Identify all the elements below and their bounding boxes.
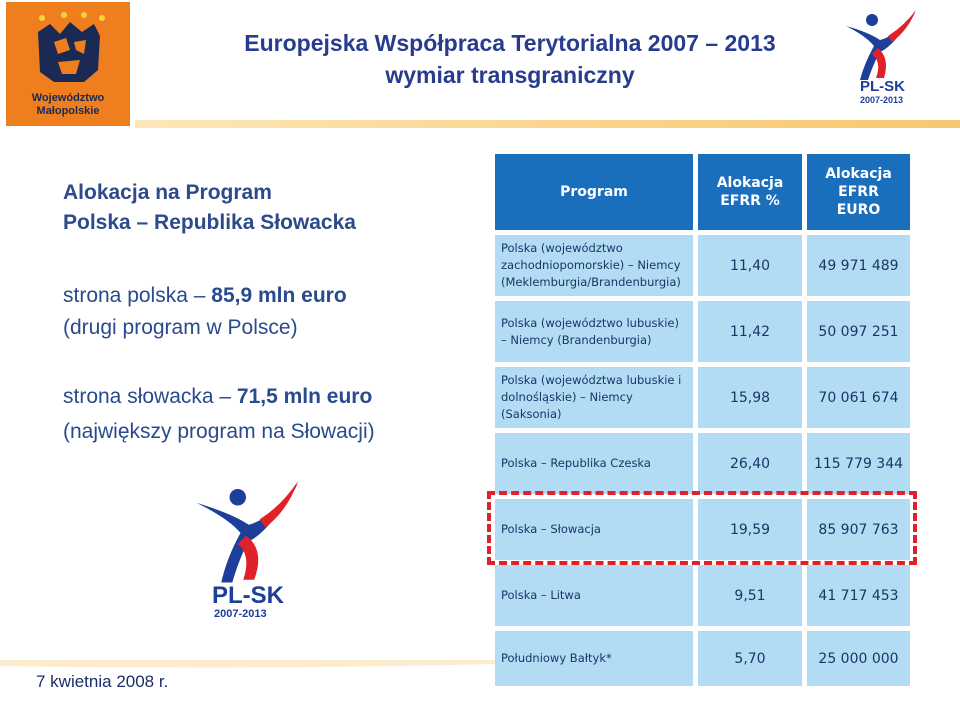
malopolska-logo-text: Województwo Małopolskie: [6, 92, 130, 118]
plsk-large-figure-icon: [196, 480, 299, 583]
plsk-small-text: PL-SK: [860, 78, 905, 95]
polish-side-prefix: strona polska –: [63, 284, 212, 307]
malopolska-emblem-icon: [38, 12, 105, 82]
table-header-euro: Alokacja EFRR EURO: [807, 154, 910, 230]
slide-date: 7 kwietnia 2008 r.: [36, 672, 169, 691]
program-title-line1: Alokacja na Program: [63, 181, 272, 204]
table-header-program: Program: [495, 154, 693, 230]
table-row-euro: 70 061 674: [807, 367, 910, 428]
slovak-side-prefix: strona słowacka –: [63, 385, 237, 408]
table-row-percent: 19,59: [698, 499, 802, 560]
plsk-logo-small: PL-SK 2007-2013: [838, 6, 918, 110]
footer-wave: [0, 660, 495, 716]
polish-side-line: strona polska – 85,9 mln euro: [63, 281, 347, 311]
header-divider: [135, 120, 960, 128]
table-row-program: Polska – Litwa: [495, 565, 693, 626]
table-row-program: Polska (województwo lubuskie) – Niemcy (…: [495, 301, 693, 362]
slovak-side-line: strona słowacka – 71,5 mln euro: [63, 382, 372, 412]
allocation-table: Program Alokacja EFRR % Alokacja EFRR EU…: [495, 154, 910, 686]
slovak-side-value: 71,5 mln euro: [236, 385, 373, 408]
page-title: Europejska Współpraca Terytorialna 2007 …: [244, 30, 776, 56]
table-row-euro: 49 971 489: [807, 235, 910, 296]
slovakia-row-highlight: [487, 491, 917, 565]
table-row-program: Polska – Słowacja: [495, 499, 693, 560]
plsk-large-text: PL-SK: [212, 582, 284, 609]
malopolska-logo: Województwo Małopolskie: [6, 2, 130, 126]
table-row-program: Polska – Republika Czeska: [495, 433, 693, 494]
table-row-program: Polska (województwo zachodniopomorskie) …: [495, 235, 693, 296]
table-row-program: Polska (województwa lubuskie i dolnośląs…: [495, 367, 693, 428]
table-row-percent: 11,42: [698, 301, 802, 362]
table-row-euro: 50 097 251: [807, 301, 910, 362]
table-row-euro: 85 907 763: [807, 499, 910, 560]
table-row-program: Południowy Bałtyk*: [495, 631, 693, 686]
slovak-side-note: (największy program na Słowacji): [63, 420, 375, 443]
program-title: Alokacja na Program Polska – Republika S…: [63, 178, 356, 238]
plsk-large-years: 2007-2013: [214, 608, 267, 620]
polish-side-note: (drugi program w Polsce): [63, 316, 298, 339]
table-header-percent: Alokacja EFRR %: [698, 154, 802, 230]
table-row-euro: 25 000 000: [807, 631, 910, 686]
plsk-small-years: 2007-2013: [860, 95, 904, 105]
table-row-percent: 26,40: [698, 433, 802, 494]
program-title-line2: Polska – Republika Słowacka: [63, 211, 356, 234]
table-row-euro: 115 779 344: [807, 433, 910, 494]
table-row-euro: 41 717 453: [807, 565, 910, 626]
logo-line2: Małopolskie: [36, 105, 100, 117]
polish-side-value: 85,9 mln euro: [211, 284, 347, 307]
table-row-percent: 11,40: [698, 235, 802, 296]
logo-line1: Województwo: [31, 92, 105, 104]
table-row-percent: 9,51: [698, 565, 802, 626]
plsk-logo-large: PL-SK 2007-2013: [186, 478, 306, 628]
plsk-figure-icon: [846, 10, 916, 80]
table-row-percent: 5,70: [698, 631, 802, 686]
table-row-percent: 15,98: [698, 367, 802, 428]
page-subtitle: wymiar transgraniczny: [385, 62, 635, 88]
